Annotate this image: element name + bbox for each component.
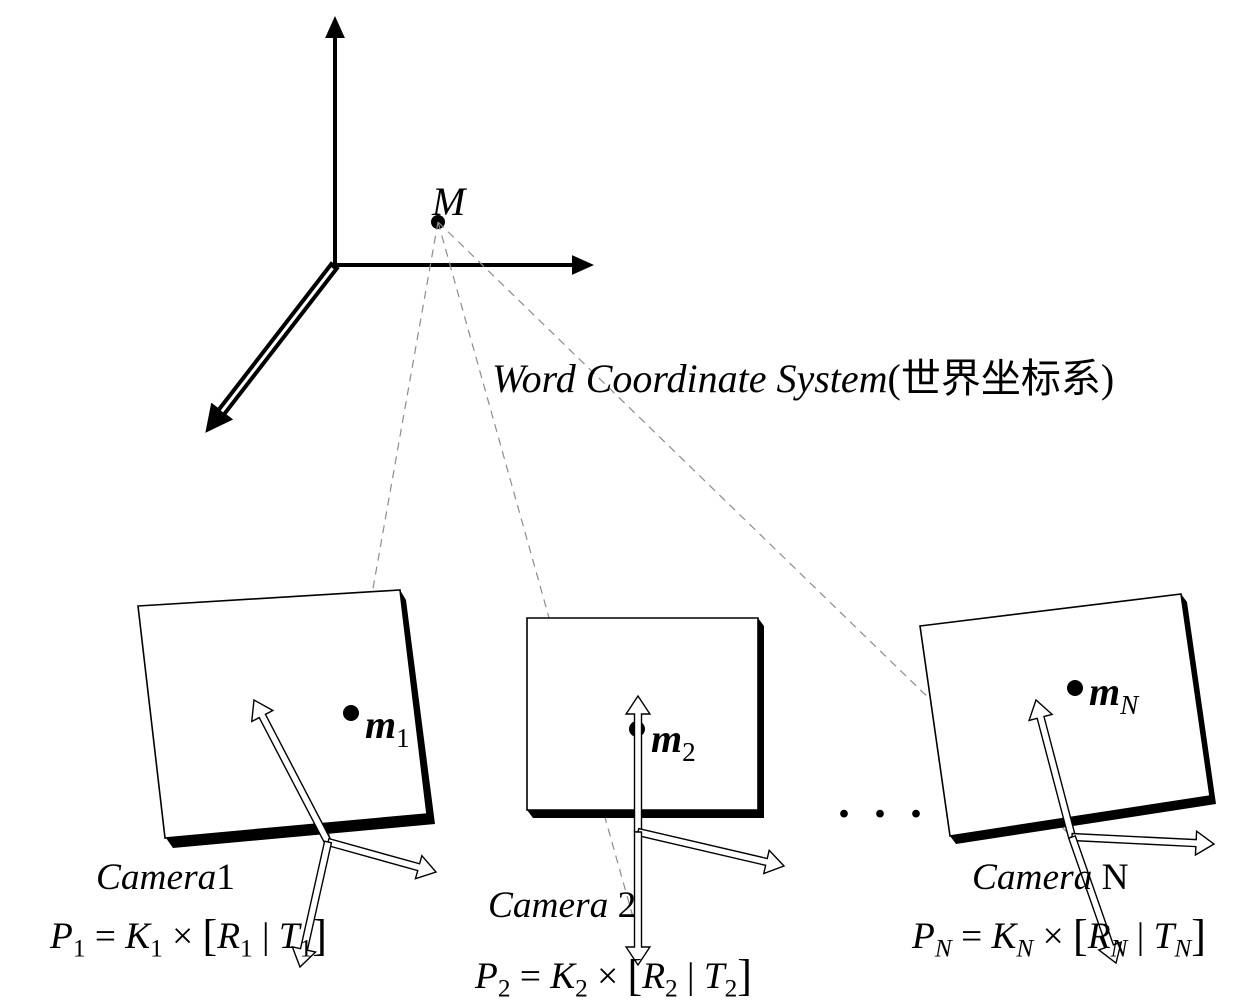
projection-line-2 <box>438 222 638 935</box>
world-point-m-label: M <box>432 178 465 225</box>
world-axis-z-inner <box>222 268 333 411</box>
camera-N-image-point-label: mN <box>1089 668 1138 721</box>
diagram-canvas <box>0 0 1239 986</box>
camera-1-equation: P1 = K1 × [R1 | T1] <box>50 908 327 963</box>
world-axis-y-arrowhead <box>325 16 345 38</box>
camera-1-label: Camera1 <box>96 856 235 899</box>
camera-axis-2-1 <box>637 829 784 874</box>
ellipsis-label: . . . <box>838 774 928 829</box>
camera-1-image-point-label: m1 <box>365 701 410 754</box>
camera-N-image-point <box>1067 680 1083 696</box>
camera-2-label: Camera 2 <box>488 884 636 927</box>
camera-2-image-point-label: m2 <box>651 715 696 768</box>
camera-axis-N-1 <box>1072 831 1214 855</box>
world-coordinate-system-label: Word Coordinate System(世界坐标系) <box>492 346 1114 404</box>
camera-N-label: Camera N <box>972 856 1129 899</box>
camera-axis-1-1 <box>327 839 436 879</box>
camera-2-equation: P2 = K2 × [R2 | T2] <box>475 948 752 1003</box>
camera-N-equation: PN = KN × [RN | TN] <box>912 908 1206 963</box>
world-axis-x-arrowhead <box>572 255 594 275</box>
camera-1-image-point <box>343 705 359 721</box>
